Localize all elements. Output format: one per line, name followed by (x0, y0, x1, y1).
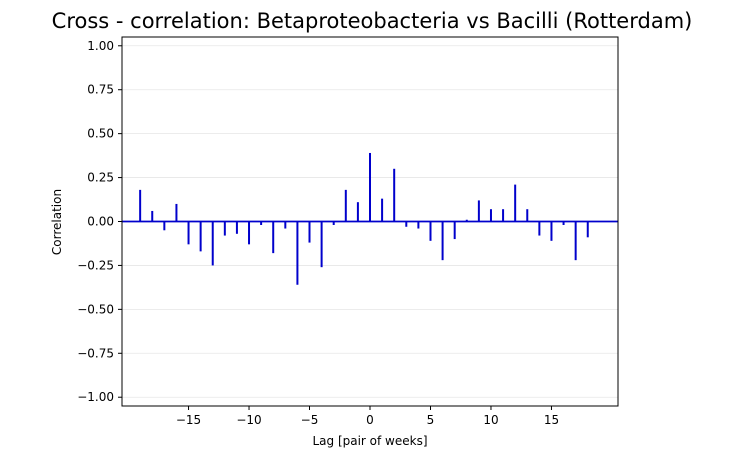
x-axis-label: Lag [pair of weeks] (312, 434, 427, 448)
y-tick-label: −1.00 (77, 390, 114, 404)
y-axis-ticks: −1.00 −0.75 −0.50 −0.25 0.00 0.25 0.50 0.75 1.00 (77, 39, 122, 404)
x-tick-label: 15 (544, 413, 559, 427)
x-axis-ticks: −15 −10 −5 0 5 10 15 (176, 406, 559, 427)
y-tick-label: 0.00 (87, 215, 114, 229)
y-tick-label: 0.75 (87, 83, 114, 97)
correlation-bars (139, 152, 589, 285)
y-tick-label: 1.00 (87, 39, 114, 53)
y-tick-label: −0.25 (77, 258, 114, 272)
x-tick-label: −10 (236, 413, 261, 427)
y-tick-label: 0.25 (87, 171, 114, 185)
x-tick-label: −15 (176, 413, 201, 427)
y-tick-label: −0.75 (77, 346, 114, 360)
x-tick-label: 10 (483, 413, 498, 427)
x-tick-label: −5 (301, 413, 319, 427)
x-tick-label: 5 (427, 413, 435, 427)
y-tick-label: 0.50 (87, 127, 114, 141)
y-axis-label: Correlation (50, 189, 64, 255)
chart-title: Cross - correlation: Betaproteobacteria … (52, 9, 693, 33)
y-tick-label: −0.50 (77, 302, 114, 316)
x-tick-label: 0 (366, 413, 374, 427)
